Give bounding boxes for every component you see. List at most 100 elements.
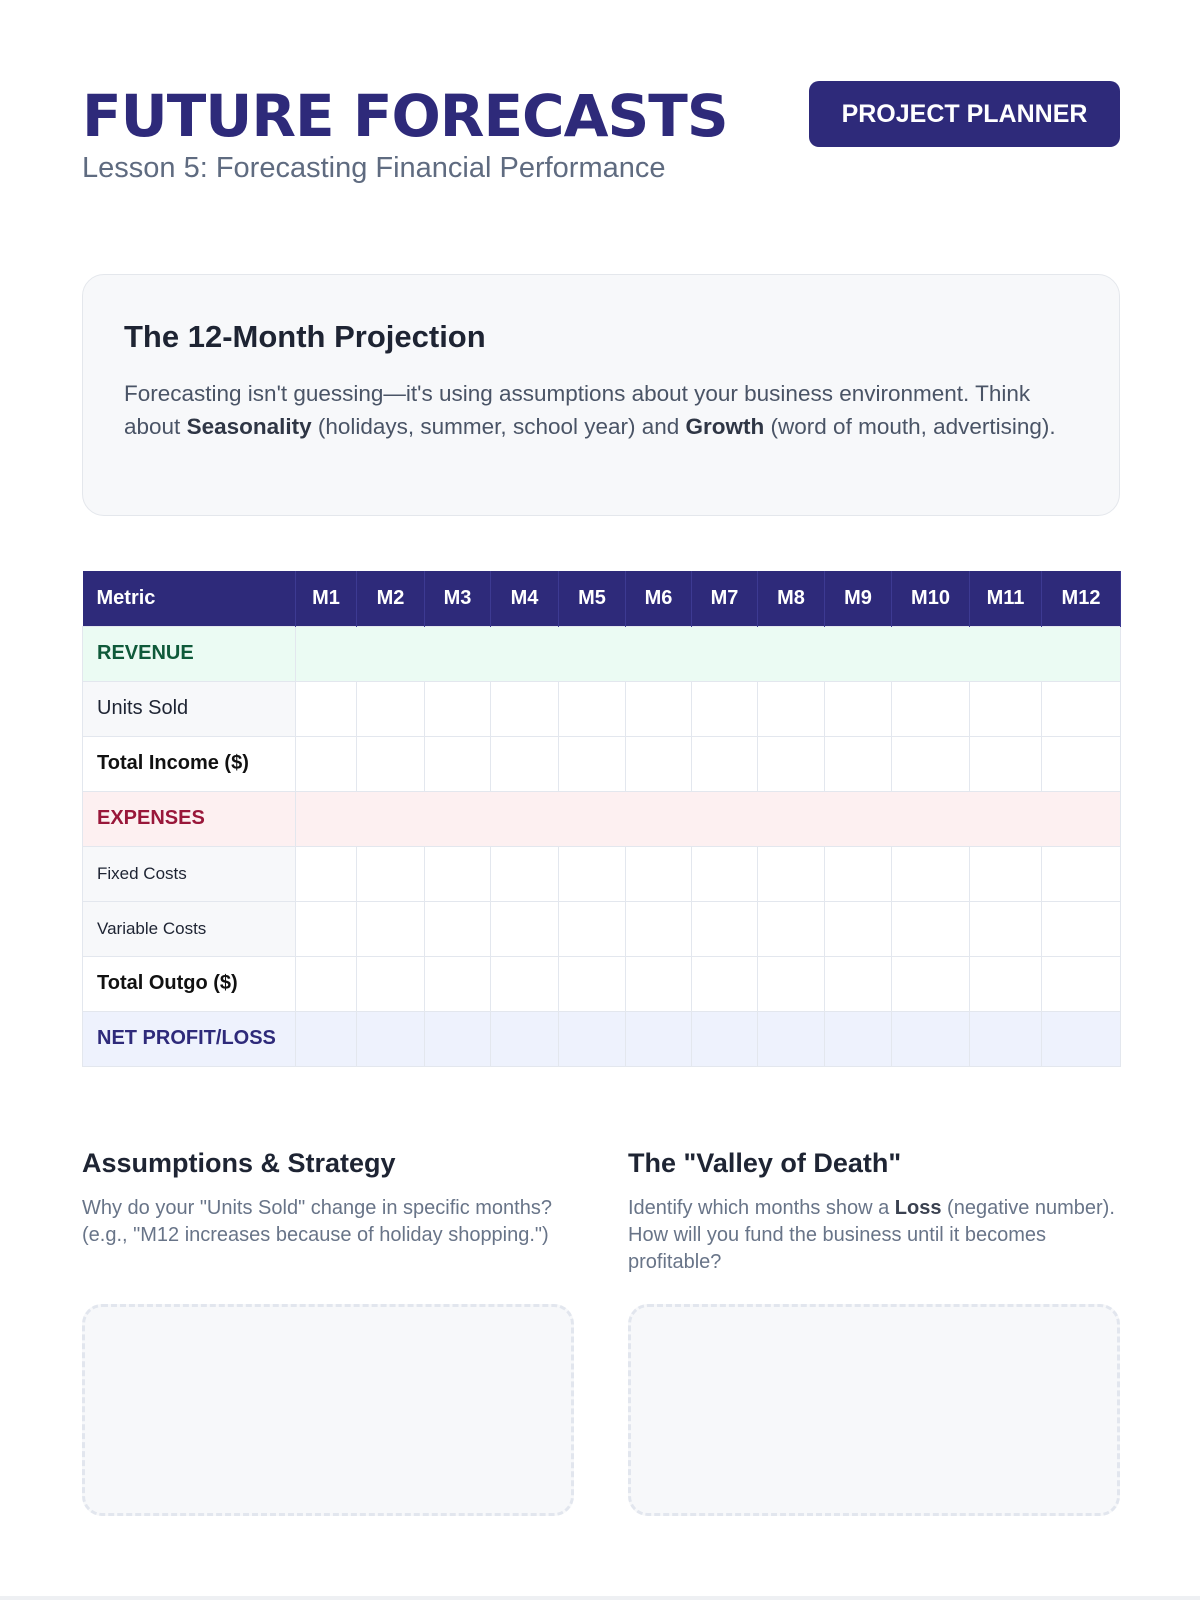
table-row-total-outgo: Total Outgo ($) xyxy=(82,955,1121,1012)
entry-cell[interactable] xyxy=(757,845,825,902)
entry-cell[interactable] xyxy=(356,955,425,1012)
entry-cell[interactable] xyxy=(824,955,892,1012)
entry-cell[interactable] xyxy=(1041,680,1121,737)
entry-cell[interactable] xyxy=(1041,735,1121,792)
entry-cell[interactable] xyxy=(969,955,1042,1012)
entry-cell[interactable] xyxy=(891,845,970,902)
valley-text: Identify which months show a Loss (negat… xyxy=(628,1197,1115,1273)
entry-cell[interactable] xyxy=(824,680,892,737)
entry-cell[interactable] xyxy=(424,1010,491,1067)
intro-card: The 12-Month Projection Forecasting isn'… xyxy=(82,274,1120,516)
entry-cell[interactable] xyxy=(625,735,692,792)
entry-cell[interactable] xyxy=(969,680,1042,737)
entry-cell[interactable] xyxy=(356,680,425,737)
entry-cell[interactable] xyxy=(490,845,559,902)
entry-cell[interactable] xyxy=(424,680,491,737)
entry-cell[interactable] xyxy=(891,1010,970,1067)
entry-cell[interactable] xyxy=(490,735,559,792)
entry-cell[interactable] xyxy=(558,955,626,1012)
entry-cell[interactable] xyxy=(691,735,758,792)
entry-cell[interactable] xyxy=(891,735,970,792)
table-row-fixed-costs: Fixed Costs xyxy=(82,845,1121,902)
row-label: REVENUE xyxy=(82,625,296,682)
entry-cell[interactable] xyxy=(891,900,970,957)
entry-cell[interactable] xyxy=(891,680,970,737)
entry-cell[interactable] xyxy=(691,900,758,957)
entry-cell[interactable] xyxy=(625,900,692,957)
entry-cell[interactable] xyxy=(1041,845,1121,902)
assumptions-answer-box[interactable] xyxy=(82,1304,574,1516)
intro-heading: The 12-Month Projection xyxy=(124,319,486,354)
entry-cell[interactable] xyxy=(490,1010,559,1067)
entry-cell[interactable] xyxy=(691,1010,758,1067)
entry-cell[interactable] xyxy=(1041,955,1121,1012)
entry-cell[interactable] xyxy=(558,900,626,957)
entry-cell[interactable] xyxy=(824,900,892,957)
entry-cell[interactable] xyxy=(295,845,357,902)
assumptions-text: Why do your "Units Sold" change in speci… xyxy=(82,1197,552,1246)
entry-cell[interactable] xyxy=(558,845,626,902)
entry-cell[interactable] xyxy=(824,735,892,792)
entry-cell[interactable] xyxy=(1041,1010,1121,1067)
entry-cell[interactable] xyxy=(424,900,491,957)
row-label: EXPENSES xyxy=(82,790,296,847)
row-label: NET PROFIT/LOSS xyxy=(82,1010,296,1067)
row-label: Fixed Costs xyxy=(82,845,296,902)
month-header-m12: M12 xyxy=(1041,571,1121,626)
entry-cell[interactable] xyxy=(969,900,1042,957)
entry-cell[interactable] xyxy=(490,680,559,737)
entry-cell[interactable] xyxy=(625,845,692,902)
entry-cell[interactable] xyxy=(356,735,425,792)
entry-cell[interactable] xyxy=(558,735,626,792)
entry-cell[interactable] xyxy=(691,955,758,1012)
entry-cell[interactable] xyxy=(969,735,1042,792)
month-header-m3: M3 xyxy=(424,571,491,626)
entry-cell[interactable] xyxy=(691,680,758,737)
entry-cell[interactable] xyxy=(824,845,892,902)
valley-answer-box[interactable] xyxy=(628,1304,1120,1516)
entry-cell[interactable] xyxy=(625,680,692,737)
entry-cell[interactable] xyxy=(1041,900,1121,957)
entry-cell[interactable] xyxy=(490,900,559,957)
entry-cell[interactable] xyxy=(757,955,825,1012)
entry-cell[interactable] xyxy=(891,955,970,1012)
section-band xyxy=(295,625,1121,682)
entry-cell[interactable] xyxy=(691,845,758,902)
lesson-subtitle: Lesson 5: Forecasting Financial Performa… xyxy=(82,152,666,184)
entry-cell[interactable] xyxy=(757,735,825,792)
entry-cell[interactable] xyxy=(356,1010,425,1067)
entry-cell[interactable] xyxy=(824,1010,892,1067)
month-header-m8: M8 xyxy=(757,571,825,626)
valley-heading: The "Valley of Death" xyxy=(628,1148,902,1178)
entry-cell[interactable] xyxy=(969,1010,1042,1067)
page-bottom-edge xyxy=(0,1596,1200,1600)
entry-cell[interactable] xyxy=(625,1010,692,1067)
entry-cell[interactable] xyxy=(757,900,825,957)
entry-cell[interactable] xyxy=(295,900,357,957)
entry-cell[interactable] xyxy=(490,955,559,1012)
entry-cell[interactable] xyxy=(295,735,357,792)
month-header-m9: M9 xyxy=(824,571,892,626)
entry-cell[interactable] xyxy=(558,1010,626,1067)
entry-cell[interactable] xyxy=(295,680,357,737)
table-row-expenses: EXPENSES xyxy=(82,790,1121,847)
entry-cell[interactable] xyxy=(356,845,425,902)
entry-cell[interactable] xyxy=(424,955,491,1012)
month-header-m2: M2 xyxy=(356,571,425,626)
month-header-m4: M4 xyxy=(490,571,559,626)
month-header-m6: M6 xyxy=(625,571,692,626)
entry-cell[interactable] xyxy=(295,955,357,1012)
entry-cell[interactable] xyxy=(558,680,626,737)
entry-cell[interactable] xyxy=(356,900,425,957)
month-header-m5: M5 xyxy=(558,571,626,626)
entry-cell[interactable] xyxy=(424,735,491,792)
entry-cell[interactable] xyxy=(625,955,692,1012)
entry-cell[interactable] xyxy=(757,1010,825,1067)
row-label: Variable Costs xyxy=(82,900,296,957)
entry-cell[interactable] xyxy=(969,845,1042,902)
entry-cell[interactable] xyxy=(424,845,491,902)
entry-cell[interactable] xyxy=(757,680,825,737)
entry-cell[interactable] xyxy=(295,1010,357,1067)
intro-text: Forecasting isn't guessing—it's using as… xyxy=(124,381,1056,439)
